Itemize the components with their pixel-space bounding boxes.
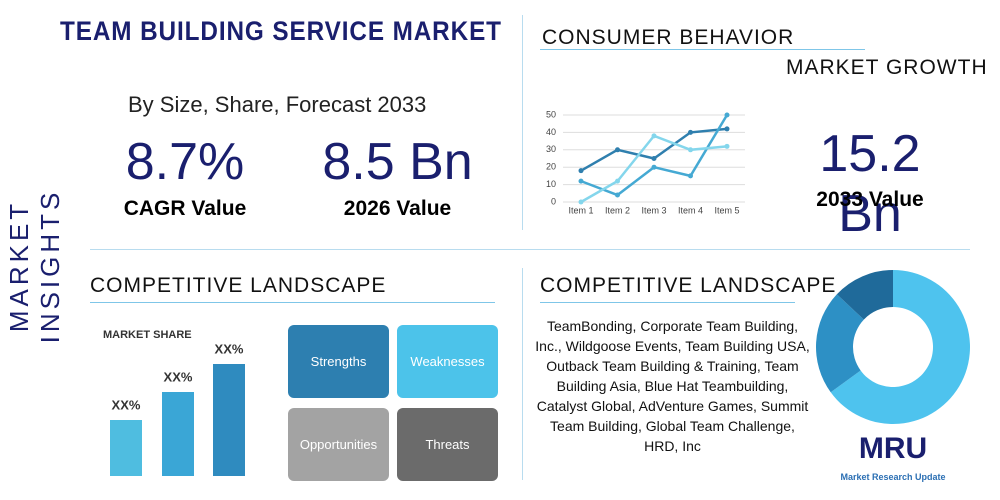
logo-name: Market Research Update [840,472,946,482]
section-title: COMPETITIVE LANDSCAPE [90,274,387,297]
point [578,178,584,184]
point [688,129,693,135]
chart-title: MARKET SHARE [103,329,192,341]
x-tick-label: Item 1 [568,205,593,215]
swot-box: Threats [397,408,498,481]
point [651,156,657,161]
y-tick-label: 0 [551,196,556,206]
line-series [580,114,729,197]
bar [162,392,194,476]
stat-value: 8.7% [125,133,245,191]
underline [540,49,865,50]
section-subtitle: MARKET GROWTH [786,56,988,79]
divider [90,249,970,250]
underline [90,302,495,303]
point [651,164,657,170]
divider [522,268,523,480]
subtitle: By Size, Share, Forecast 2033 [128,92,427,117]
point [651,133,657,139]
donut-segment [830,270,970,425]
bar-label: XX% [215,341,244,356]
bar-label: XX% [164,369,193,384]
point [724,143,730,149]
point [615,192,620,198]
x-tick-label: Item 4 [678,205,703,215]
swot-box: Weaknesses [397,325,498,398]
section-title: COMPETITIVE LANDSCAPE [540,274,837,297]
y-tick-label: 20 [546,162,556,172]
point [688,173,693,179]
y-tick-label: 30 [546,144,556,154]
swot-box: Strengths [288,325,389,398]
point [578,199,584,205]
point [615,178,620,184]
x-tick-label: Item 5 [714,205,739,215]
bar [213,364,245,476]
title: TEAM BUILDING SERVICE MARKET [60,16,502,46]
underline [540,302,795,303]
swot-box: Opportunities [288,408,389,481]
point [724,112,730,118]
x-tick-label: Item 3 [641,205,666,215]
x-tick-label: Item 2 [605,205,630,215]
donut-segment [815,294,864,393]
y-tick-label: 50 [546,109,556,119]
point [724,126,730,132]
stat-label: 2033 Value [816,188,924,211]
section-title: CONSUMER BEHAVIOR [542,26,795,49]
stat-label: 2026 Value [343,197,452,220]
stat-label: CAGR Value [123,197,247,220]
divider [522,15,523,230]
company-list: TeamBonding, Corporate Team Building, In… [535,318,810,454]
stat-value: 8.5 Bn [322,133,473,191]
stat-value: 15.2 Bn [819,125,921,243]
logo-mark: MRU [858,432,928,465]
donut-segment [836,270,893,320]
point [688,147,693,153]
bar [110,420,142,476]
bar-label: XX% [112,397,141,412]
point [615,147,620,153]
point [578,168,584,174]
y-tick-label: 40 [546,127,556,137]
y-tick-label: 10 [546,179,556,189]
